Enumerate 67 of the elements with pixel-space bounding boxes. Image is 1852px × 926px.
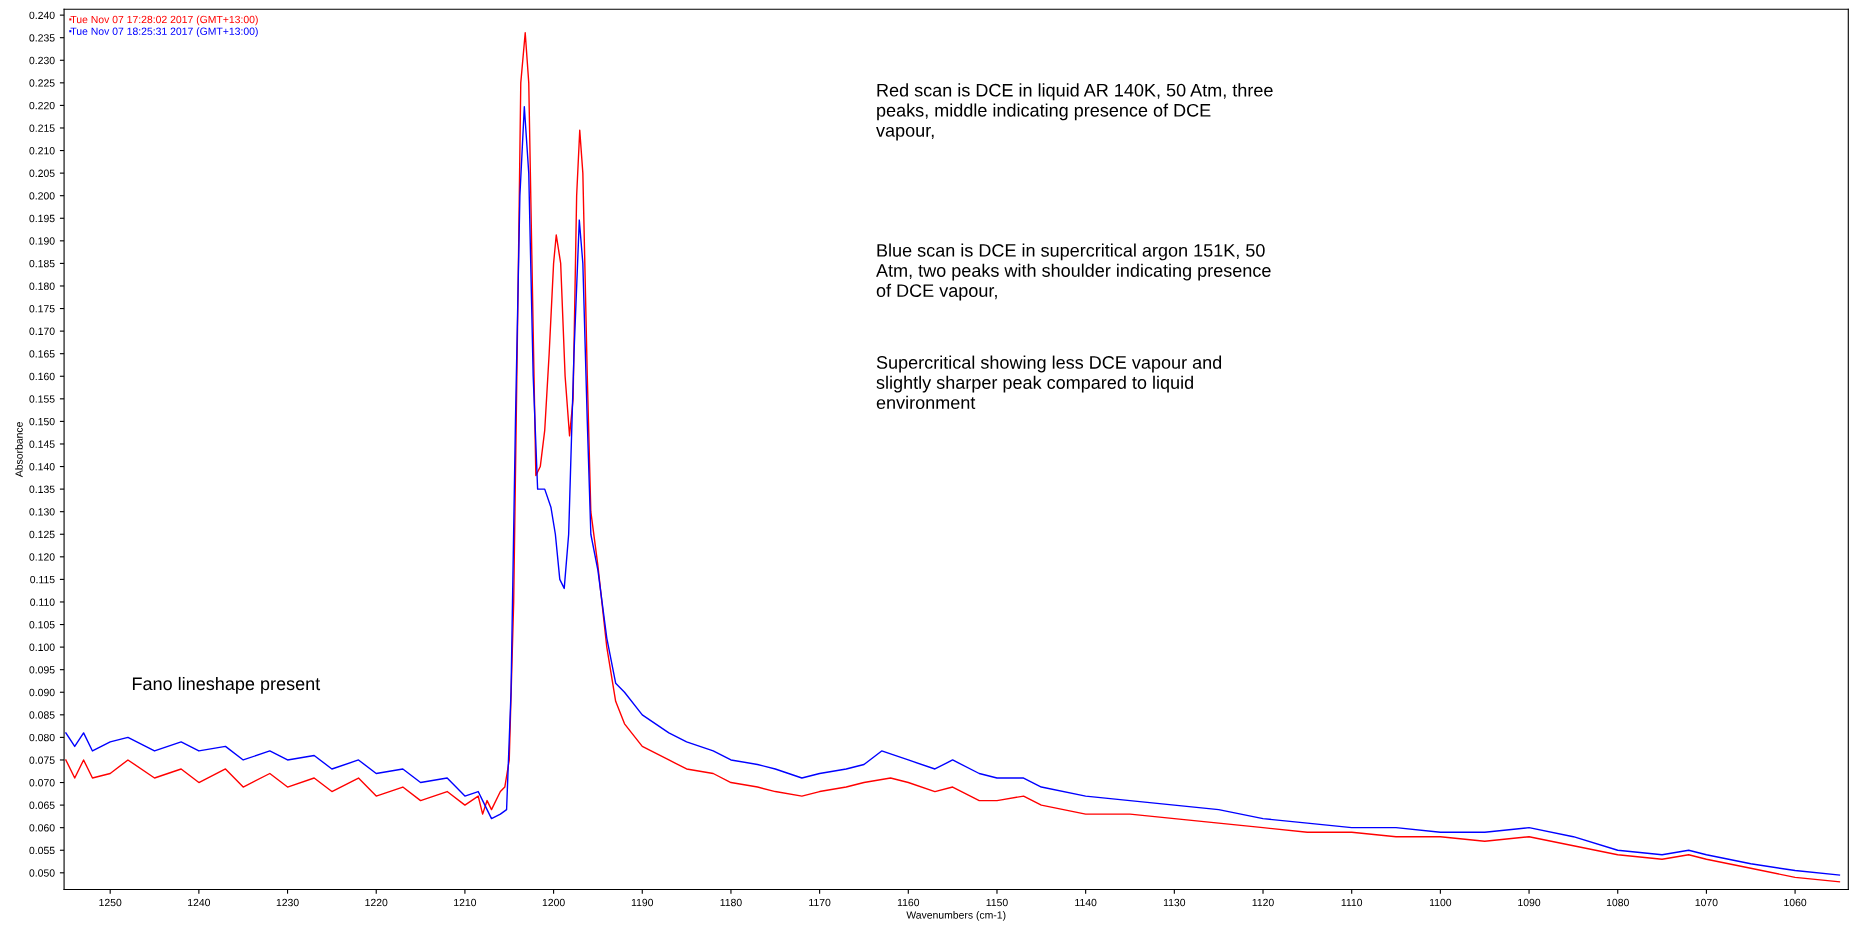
y-tick-label: 0.165 (29, 350, 55, 358)
y-tick-label: 0.225 (29, 79, 55, 87)
y-tick-label: 0.110 (30, 598, 55, 606)
y-tick-label: 0.175 (29, 305, 55, 313)
y-tick-label: 0.130 (29, 508, 55, 516)
legend-label: Tue Nov 07 17:28:02 2017 (GMT+13:00) (70, 15, 258, 26)
annotation: Blue scan is DCE in supercritical argon 151K, 50 Atm, two peaks with shoulder indicating presence of DCE vapour, (876, 243, 1271, 301)
x-tick-label: 1090 (1518, 898, 1541, 907)
y-tick-label: 0.145 (29, 440, 55, 448)
x-tick-label: 1170 (809, 898, 831, 907)
y-tick-label: 0.190 (29, 237, 55, 245)
y-axis-title: Absorbance (15, 422, 23, 478)
legend-label: Tue Nov 07 18:25:31 2017 (GMT+13:00) (70, 27, 258, 38)
x-tick-label: 1130 (1163, 898, 1186, 907)
x-tick-label: 1120 (1252, 898, 1274, 907)
y-tick-label: 0.180 (29, 282, 55, 290)
y-tick-label: 0.055 (29, 846, 55, 855)
y-tick-label: 0.105 (29, 621, 55, 629)
y-tick-label: 0.120 (29, 553, 55, 561)
y-tick-label: 0.240 (29, 11, 55, 20)
annotation: Fano lineshape present (132, 676, 321, 694)
x-tick-label: 1180 (720, 898, 742, 907)
y-tick-label: 0.115 (30, 575, 55, 584)
y-tick-label: 0.085 (29, 711, 55, 719)
annotation: Supercritical showing less DCE vapour and slightly sharper peak compared to liquid environment (876, 355, 1222, 410)
x-tick-label: 1070 (1695, 898, 1718, 907)
x-tick-label: 1230 (276, 898, 299, 907)
y-tick-label: 0.220 (29, 101, 55, 110)
x-tick-label: 1160 (897, 898, 920, 907)
x-tick-label: 1150 (986, 898, 1008, 907)
y-tick-label: 0.050 (29, 869, 55, 877)
y-tick-label: 0.215 (29, 124, 55, 132)
y-tick-label: 0.100 (29, 643, 55, 651)
y-tick-label: 0.135 (29, 485, 55, 493)
y-tick-label: 0.155 (29, 395, 55, 403)
x-tick-label: 1060 (1784, 898, 1807, 907)
x-axis-title: Wavenumbers (cm-1) (906, 911, 1006, 921)
y-tick-label: 0.150 (29, 417, 55, 426)
x-tick-label: 1220 (365, 898, 388, 907)
y-tick-label: 0.060 (29, 824, 55, 832)
x-tick-label: 1080 (1606, 898, 1629, 907)
y-tick-label: 0.235 (29, 34, 55, 42)
y-tick-label: 0.160 (29, 372, 55, 381)
y-tick-label: 0.125 (29, 530, 55, 539)
x-tick-label: 1250 (99, 898, 122, 907)
y-tick-label: 0.200 (29, 192, 55, 200)
x-tick-label: 1200 (542, 898, 565, 907)
y-tick-label: 0.210 (29, 147, 55, 155)
y-tick-label: 0.065 (29, 801, 55, 809)
y-tick-label: 0.075 (29, 756, 55, 764)
y-tick-label: 0.185 (29, 259, 55, 268)
y-tick-label: 0.140 (29, 463, 55, 471)
y-tick-label: 0.195 (29, 214, 55, 223)
y-tick-label: 0.070 (29, 779, 55, 787)
annotation: Red scan is DCE in liquid AR 140K, 50 Atm, three peaks, middle indicating presence of DCE vapour, (876, 83, 1273, 141)
x-tick-label: 1240 (188, 898, 211, 907)
y-tick-label: 0.170 (29, 327, 55, 335)
x-tick-label: 1140 (1075, 898, 1097, 907)
x-tick-label: 1210 (454, 898, 477, 907)
x-tick-label: 1110 (1341, 898, 1363, 907)
x-tick-label: 1100 (1429, 898, 1452, 907)
y-tick-label: 0.080 (29, 733, 55, 742)
y-tick-label: 0.230 (29, 56, 55, 65)
y-tick-label: 0.090 (29, 688, 55, 697)
x-tick-label: 1190 (631, 898, 654, 907)
y-tick-label: 0.205 (29, 169, 55, 177)
y-tick-label: 0.095 (29, 666, 55, 674)
